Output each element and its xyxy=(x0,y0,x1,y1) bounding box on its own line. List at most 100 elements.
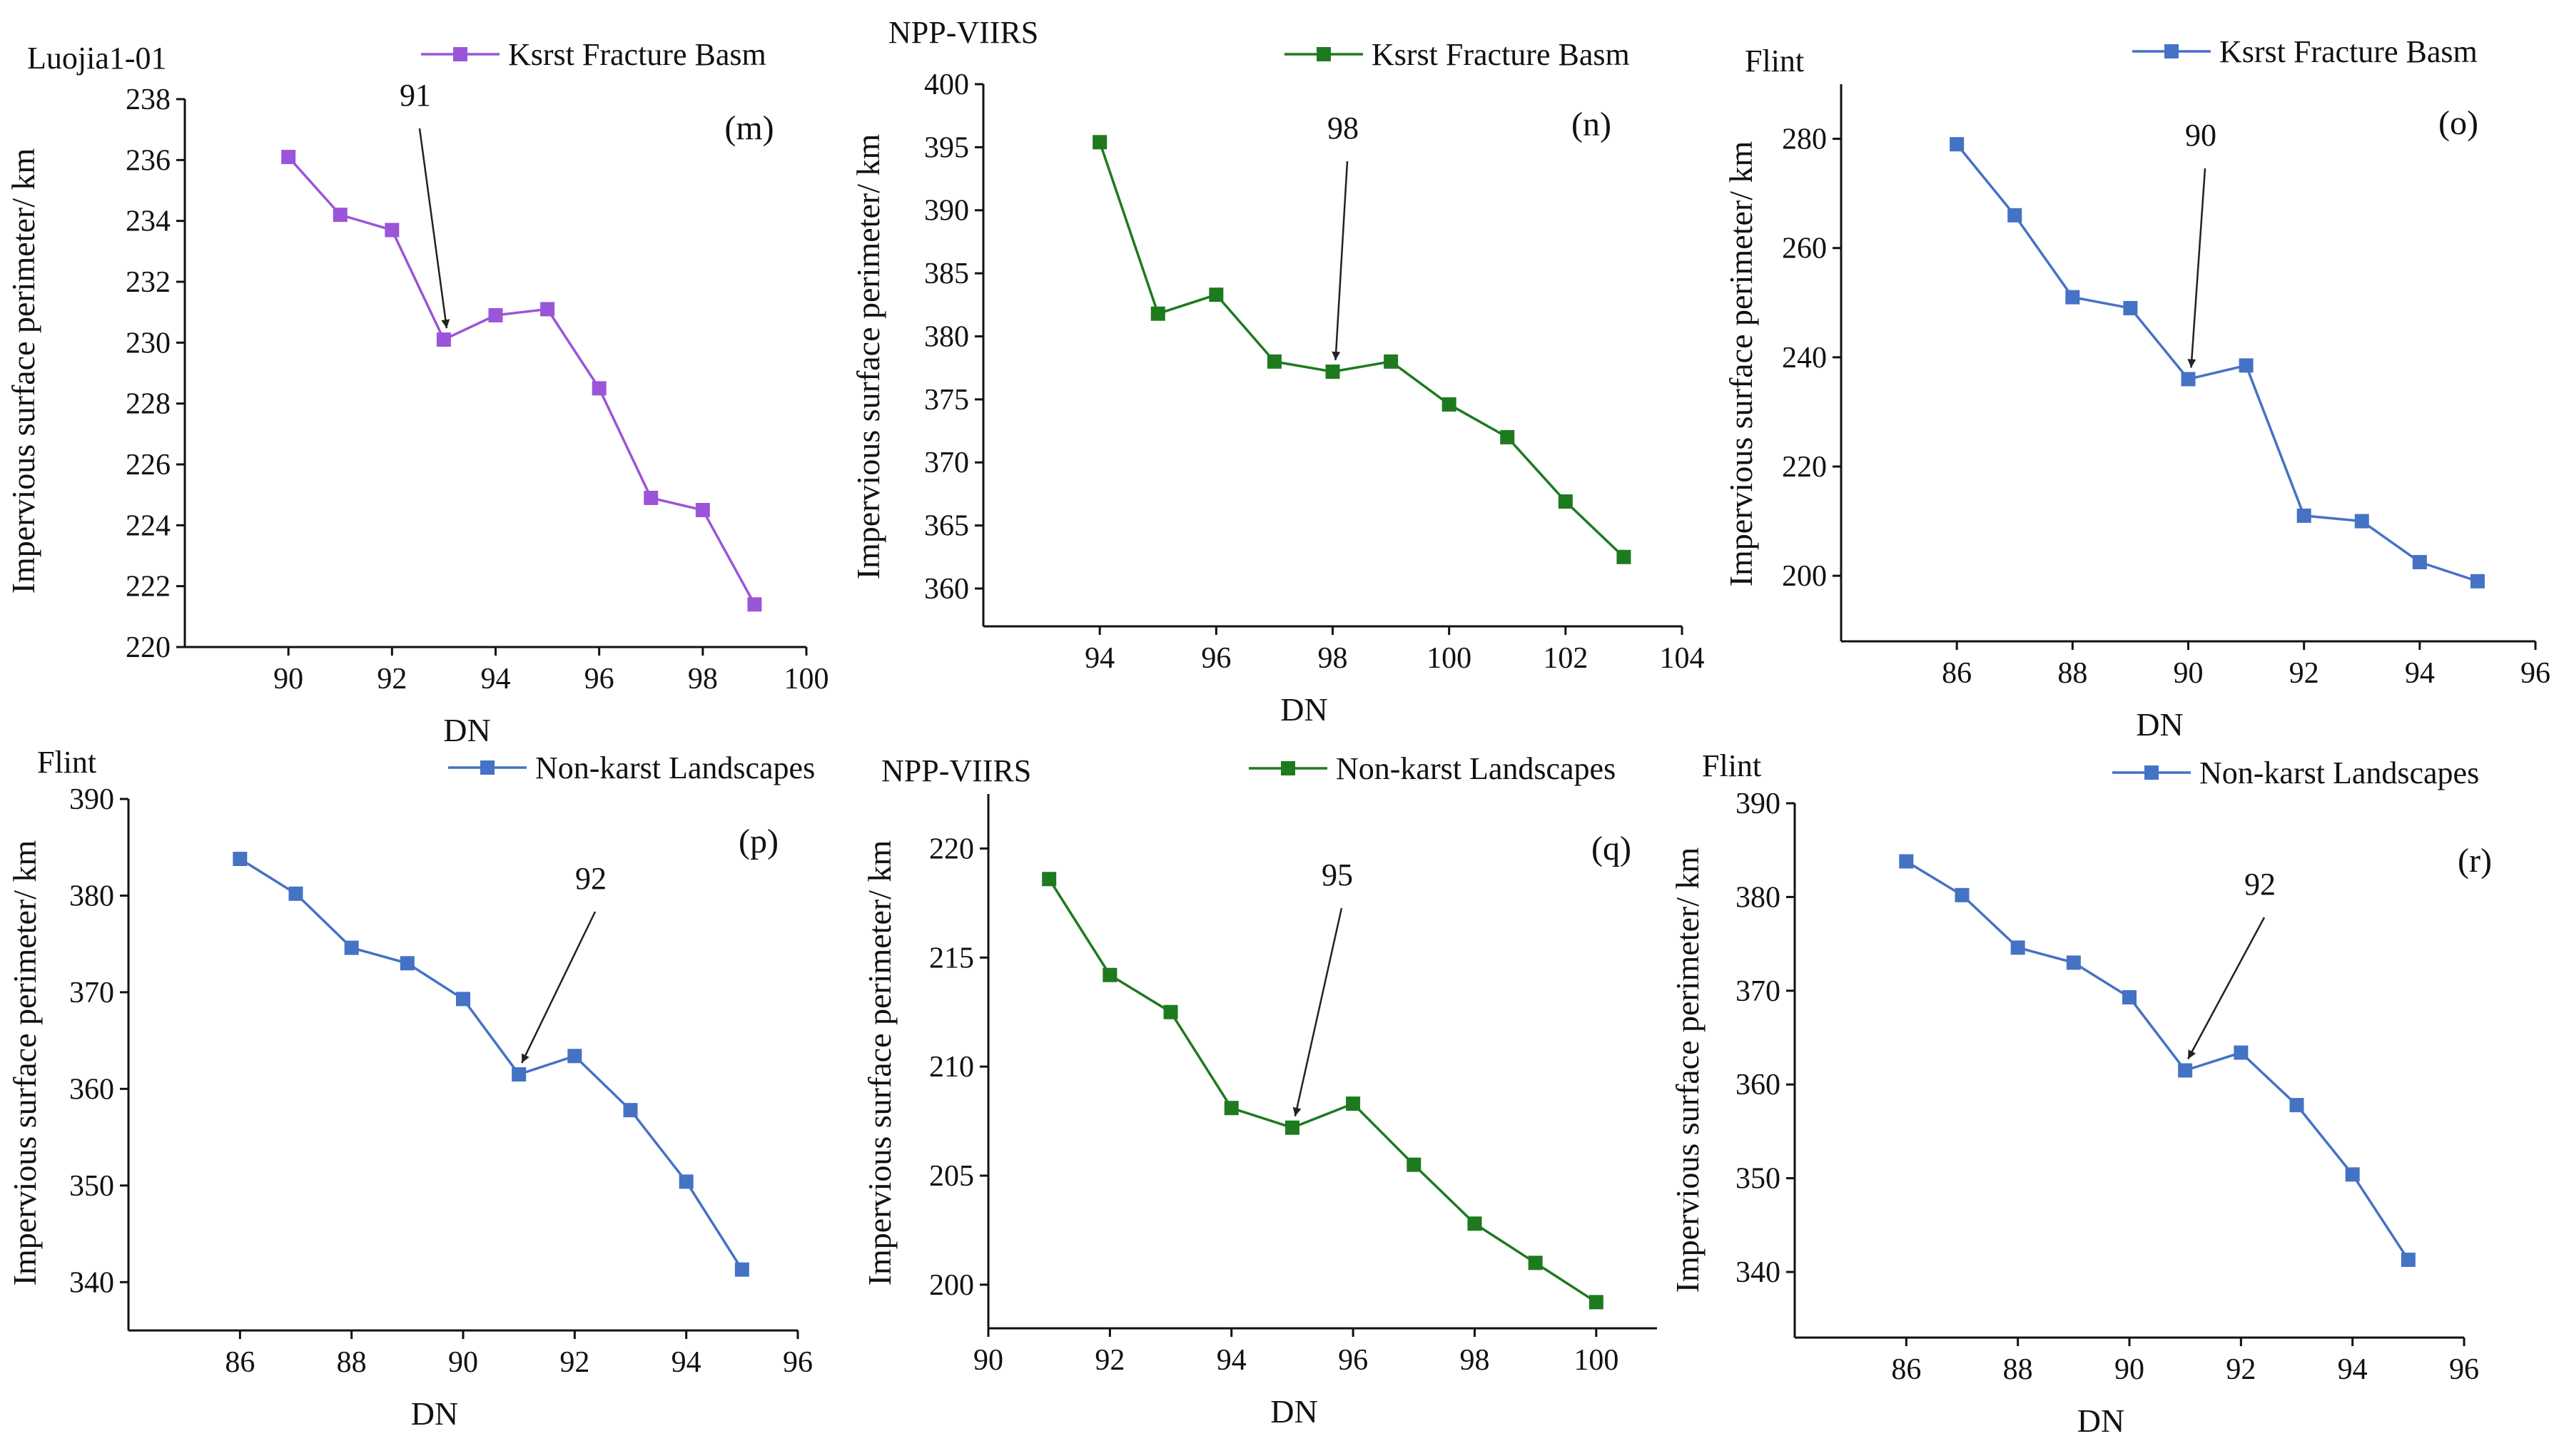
annotation-arrow xyxy=(521,911,597,1064)
y-tick-label: 220 xyxy=(126,631,171,664)
y-tick-label: 226 xyxy=(126,449,171,482)
chart-panel-p: 340 350 360 370 380 390 86 88 90 92 94 96 DN Impervio… xyxy=(6,745,815,1432)
x-tick-label: 98 xyxy=(1318,642,1348,675)
x-tick-label: 90 xyxy=(2174,657,2204,690)
data-point xyxy=(2065,290,2080,305)
data-point xyxy=(2234,1045,2249,1060)
x-tick-label: 92 xyxy=(559,1346,589,1379)
chart-panel-r: 340 350 360 370 380 390 86 88 90 92 94 96 DN Impervio… xyxy=(1669,748,2492,1439)
y-tick-label: 360 xyxy=(924,573,969,606)
y-tick-label: 370 xyxy=(1735,975,1780,1008)
x-tick-label: 94 xyxy=(481,663,511,696)
y-tick-label: 390 xyxy=(69,783,114,816)
data-point xyxy=(1209,287,1224,302)
y-tick-label: 365 xyxy=(924,510,969,543)
data-point xyxy=(2010,940,2025,955)
x-tick-label: 100 xyxy=(784,663,829,696)
data-point xyxy=(1616,549,1631,564)
data-point xyxy=(2354,514,2369,529)
annotation-label: 95 xyxy=(1322,857,1353,892)
data-point xyxy=(695,503,710,517)
y-tick-label: 220 xyxy=(1782,451,1827,484)
data-point xyxy=(2122,990,2137,1005)
y-tick-label: 375 xyxy=(924,384,969,417)
y-tick-label: 200 xyxy=(1782,560,1827,593)
data-point xyxy=(288,886,303,901)
data-point xyxy=(1224,1101,1239,1116)
legend-marker xyxy=(2164,44,2179,58)
annotation-label: 98 xyxy=(1327,111,1359,146)
y-tick-label: 390 xyxy=(1735,788,1780,820)
y-tick-label: 400 xyxy=(924,68,969,101)
x-tick-label: 102 xyxy=(1543,642,1588,675)
data-point xyxy=(488,307,503,322)
y-tick-label: 215 xyxy=(929,942,974,974)
data-point xyxy=(1558,494,1573,509)
x-axis-label: DN xyxy=(443,712,490,748)
y-tick-label: 380 xyxy=(69,880,114,912)
data-point xyxy=(2007,208,2022,223)
x-tick-label: 98 xyxy=(1459,1344,1489,1377)
x-tick-label: 92 xyxy=(377,663,407,696)
x-tick-label: 96 xyxy=(2449,1353,2479,1386)
y-tick-label: 380 xyxy=(1735,881,1780,914)
annotation-label: 92 xyxy=(575,861,607,896)
series-line xyxy=(1048,878,1597,1303)
data-point xyxy=(1955,887,1970,902)
y-tick-label: 228 xyxy=(126,388,171,421)
annotation-arrow xyxy=(418,128,450,329)
y-axis-label: Impervious surface perimeter/ km xyxy=(861,840,898,1286)
panel-label: (q) xyxy=(1591,830,1631,867)
legend-marker xyxy=(1317,47,1331,61)
y-tick-label: 280 xyxy=(1782,123,1827,156)
x-tick-label: 98 xyxy=(688,663,718,696)
series-line xyxy=(239,857,744,1271)
annotation-label: 92 xyxy=(2244,867,2276,902)
y-axis-label: Impervious surface perimeter/ km xyxy=(5,148,41,594)
legend-label: Ksrst Fracture Basm xyxy=(1372,37,1630,72)
data-point xyxy=(644,490,659,505)
data-point xyxy=(2289,1098,2304,1113)
source-title: NPP-VIIRS xyxy=(881,753,1031,788)
data-point xyxy=(2470,574,2485,589)
panel-label: (n) xyxy=(1571,106,1611,143)
legend-label: Non-karst Landscapes xyxy=(535,750,815,785)
data-point xyxy=(623,1103,638,1118)
data-point xyxy=(1528,1256,1543,1271)
x-tick-label: 100 xyxy=(1427,642,1471,675)
x-tick-label: 88 xyxy=(337,1346,367,1379)
x-tick-label: 94 xyxy=(1085,642,1115,675)
y-tick-label: 222 xyxy=(126,571,171,604)
y-tick-label: 350 xyxy=(1735,1163,1780,1196)
x-tick-label: 90 xyxy=(448,1346,478,1379)
source-title: Flint xyxy=(37,745,96,780)
y-tick-label: 210 xyxy=(929,1051,974,1084)
annotation-arrow xyxy=(1292,907,1343,1117)
y-axis-label: Impervious surface perimeter/ km xyxy=(1723,141,1759,586)
data-point xyxy=(2401,1252,2416,1267)
data-point xyxy=(2345,1167,2360,1182)
x-tick-label: 86 xyxy=(1891,1353,1921,1386)
series-line xyxy=(1955,143,2478,583)
data-point xyxy=(1163,1004,1178,1019)
series-line xyxy=(1098,141,1625,559)
annotation-arrow xyxy=(2187,168,2206,368)
y-tick-label: 232 xyxy=(126,266,171,299)
panel-label: (m) xyxy=(724,109,774,147)
data-point xyxy=(1325,364,1340,379)
y-tick-label: 360 xyxy=(69,1073,114,1106)
source-title: Luojia1-01 xyxy=(27,41,167,76)
x-tick-label: 96 xyxy=(1338,1344,1368,1377)
data-point xyxy=(1093,135,1108,150)
y-tick-label: 370 xyxy=(924,447,969,479)
legend-marker xyxy=(480,760,495,775)
x-tick-label: 104 xyxy=(1660,642,1705,675)
data-point xyxy=(567,1049,582,1064)
y-axis-label: Impervious surface perimeter/ km xyxy=(850,133,886,579)
data-point xyxy=(1284,1120,1299,1135)
legend-label: Ksrst Fracture Basm xyxy=(508,37,766,72)
y-tick-label: 224 xyxy=(126,509,171,542)
data-point xyxy=(540,302,555,317)
x-axis-label: DN xyxy=(2077,1402,2124,1439)
x-tick-label: 90 xyxy=(2114,1353,2144,1386)
